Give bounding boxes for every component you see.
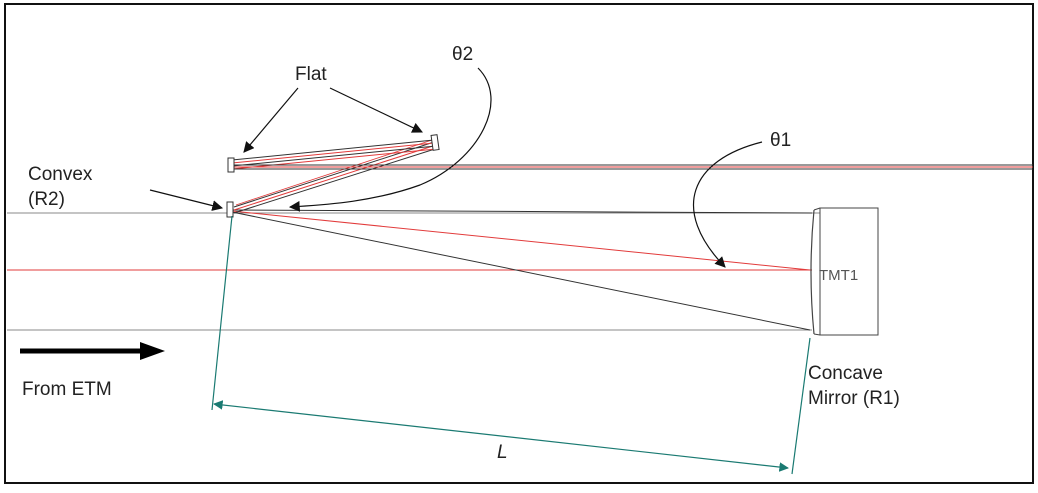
concave-mirror — [810, 207, 879, 336]
flat-label: Flat — [295, 64, 327, 85]
tmt1-label: TMT1 — [819, 267, 858, 284]
outer-border — [4, 3, 1034, 484]
dimension-l — [211, 215, 811, 475]
length-label: L — [497, 442, 508, 463]
flat-arrow-right — [329, 87, 423, 133]
theta1-arrow — [692, 141, 763, 268]
flat-to-flat-beam-red-1 — [231, 142, 435, 164]
flat-arrow-left — [243, 87, 299, 153]
convex-arrow — [149, 189, 224, 211]
convex-label-line1: Convex — [28, 164, 93, 185]
return-beam-bottom — [231, 211, 811, 331]
from-etm-label: From ETM — [22, 379, 112, 400]
concave-label-line2: Mirror (R1) — [808, 388, 900, 409]
flat-mirror-1 — [227, 157, 235, 173]
flat-to-flat-beam-2 — [231, 145, 437, 167]
flat-to-flat-beam-1 — [231, 139, 435, 161]
convex-to-flat-beam-red-2 — [235, 139, 433, 206]
flat-mirror-2 — [430, 134, 440, 151]
concave-label-line1: Concave — [808, 363, 883, 384]
return-beam-red — [231, 210, 811, 271]
flat-to-flat-beam-red-2 — [231, 148, 437, 170]
convex-mirror — [226, 201, 234, 218]
convex-to-flat-beam-2 — [233, 147, 439, 214]
theta1-label: θ1 — [770, 130, 791, 151]
convex-to-flat-beam-red-1 — [233, 144, 437, 211]
from-etm-arrow — [20, 342, 165, 360]
return-beam-top — [231, 209, 813, 214]
theta2-arrow — [288, 67, 492, 212]
convex-label-line2: (R2) — [28, 189, 65, 210]
theta2-label: θ2 — [452, 44, 473, 65]
